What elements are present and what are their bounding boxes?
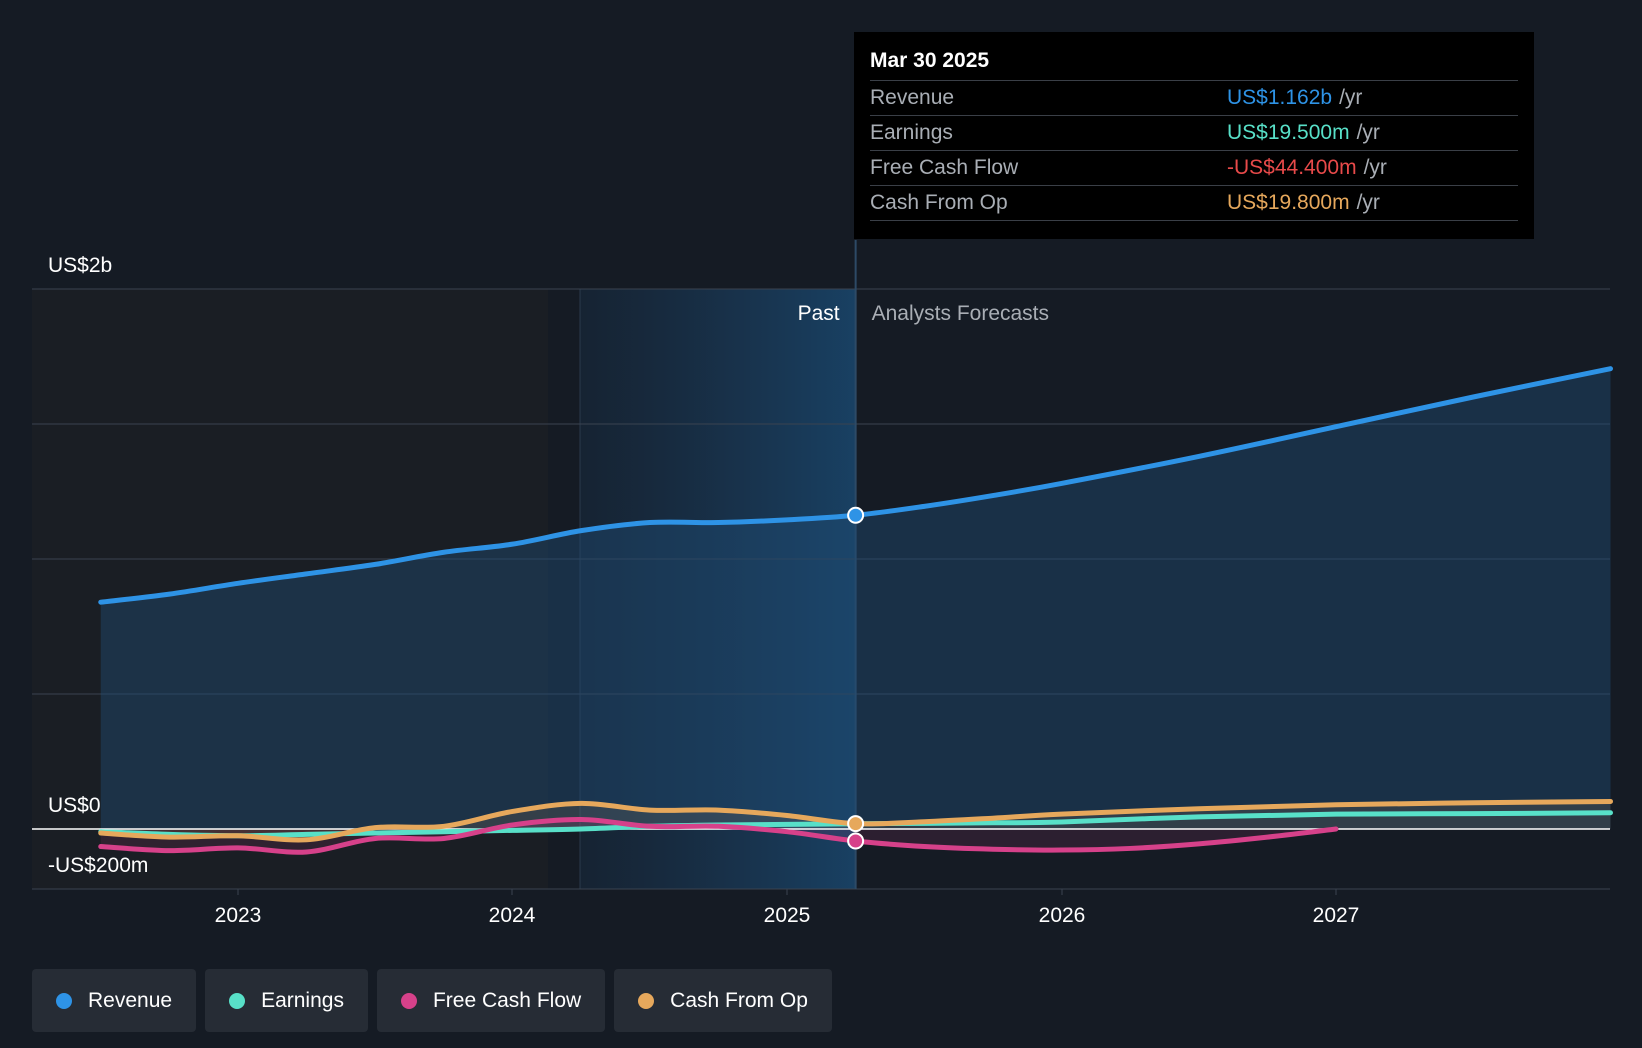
tooltip-unit: /yr — [1363, 156, 1387, 179]
tooltip-value: -US$44.400m — [1227, 156, 1357, 179]
tooltip-label: Cash From Op — [870, 191, 1008, 214]
legend-label: Revenue — [88, 988, 173, 1012]
tooltip-value: US$1.162b — [1227, 86, 1333, 109]
marker-cash-from-op — [847, 815, 865, 833]
tooltip-value: US$19.800m — [1227, 191, 1350, 214]
legend-label: Free Cash Flow — [432, 988, 582, 1012]
tooltip-row-cash-from-op: Cash From Op US$19.800m /yr — [870, 186, 1518, 221]
x-tick-label: 2024 — [489, 904, 536, 927]
cash-from-op-area — [100, 801, 1611, 841]
legend-item-cash-from-op[interactable]: Cash From Op — [614, 969, 832, 1032]
tooltip-value: US$19.500m — [1227, 121, 1350, 144]
y-tick-label: -US$200m — [48, 854, 148, 877]
series-line-earnings — [98, 810, 1613, 839]
legend-dot-icon — [400, 992, 417, 1009]
tooltip-row-revenue: Revenue US$1.162b /yr — [870, 81, 1518, 116]
data-tooltip: Mar 30 2025 Revenue US$1.162b /yr Earnin… — [854, 32, 1534, 239]
legend-item-earnings[interactable]: Earnings — [205, 969, 368, 1032]
x-tick-label: 2025 — [764, 904, 811, 927]
legend-dot-icon — [56, 992, 72, 1009]
marker-revenue — [847, 506, 865, 524]
x-tick-label: 2026 — [1039, 904, 1086, 927]
past-label: Past — [798, 302, 840, 325]
x-tick-label: 2027 — [1313, 904, 1360, 927]
tooltip-unit: /yr — [1356, 191, 1380, 214]
chart-legend: Revenue Earnings Free Cash Flow Cash Fro… — [32, 969, 832, 1032]
legend-dot-icon — [229, 992, 246, 1009]
y-tick-label: US$0 — [48, 794, 101, 817]
legend-item-free-cash-flow[interactable]: Free Cash Flow — [376, 969, 606, 1032]
legend-label: Cash From Op — [670, 988, 808, 1012]
tooltip-row-earnings: Earnings US$19.500m /yr — [870, 116, 1518, 151]
past-region-background — [32, 289, 548, 889]
legend-label: Earnings — [261, 988, 344, 1012]
legend-dot-icon — [638, 992, 655, 1009]
forecast-label: Analysts Forecasts — [872, 302, 1049, 325]
tooltip-unit: /yr — [1356, 121, 1380, 144]
revenue-area — [100, 368, 1611, 829]
x-tick-label: 2023 — [215, 904, 262, 927]
legend-item-revenue[interactable]: Revenue — [32, 969, 197, 1032]
series-line-free-cash-flow — [98, 817, 1339, 855]
tooltip-label: Revenue — [870, 86, 955, 109]
series-line-revenue — [98, 366, 1613, 605]
tooltip-date: Mar 30 2025 — [870, 46, 1518, 81]
past-highlight-region — [580, 289, 856, 889]
free-cash-flow-area — [100, 819, 1336, 853]
series-line-cash-from-op — [98, 798, 1613, 843]
tooltip-unit: /yr — [1339, 86, 1363, 109]
marker-free-cash-flow — [847, 832, 865, 850]
tooltip-label: Earnings — [870, 121, 953, 144]
tooltip-row-free-cash-flow: Free Cash Flow -US$44.400m /yr — [870, 151, 1518, 186]
y-tick-label: US$2b — [48, 254, 112, 277]
tooltip-label: Free Cash Flow — [870, 156, 1019, 179]
